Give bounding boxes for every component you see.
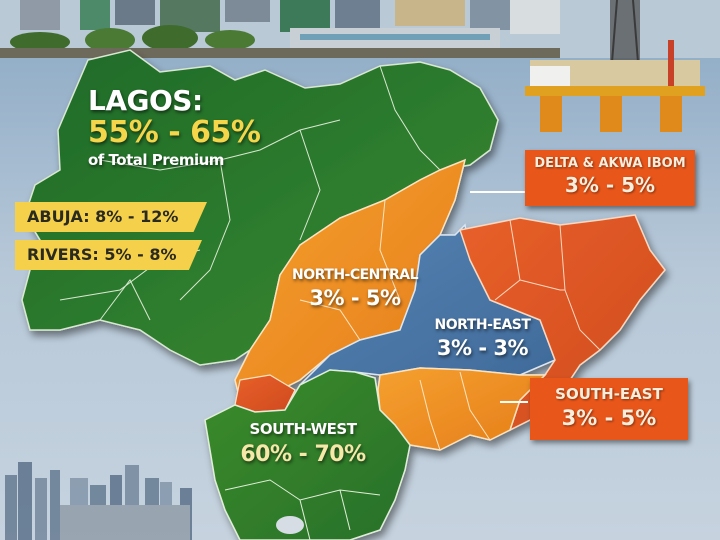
south-west-range: 60% - 70%	[240, 441, 366, 467]
delta-akwa-ibom-range: 3% - 5%	[564, 173, 656, 197]
lagos-title: LAGOS:	[88, 84, 203, 117]
nigeria-map	[21, 49, 666, 540]
south-east-box: SOUTH-EAST 3% - 5%	[530, 378, 688, 440]
north-east-label: NORTH-EAST 3% - 3%	[425, 318, 540, 359]
oil-rig-image	[525, 0, 705, 132]
south-east-range: 3% - 5%	[561, 406, 657, 430]
delta-akwa-ibom-name: DELTA & AKWA IBOM	[534, 156, 686, 171]
north-east-range: 3% - 3%	[436, 335, 529, 360]
south-east-name: SOUTH-EAST	[555, 385, 663, 403]
abuja-tag: ABUJA: 8% - 12%	[15, 202, 207, 232]
north-central-label: NORTH-CENTRAL 3% - 5%	[290, 268, 420, 309]
top-skyline-image	[0, 0, 720, 58]
south-west-name: SOUTH-WEST	[249, 420, 357, 438]
south-west-label: SOUTH-WEST 60% - 70%	[228, 420, 378, 467]
north-central-range: 3% - 5%	[309, 285, 401, 310]
bottom-skyline-image	[5, 462, 192, 540]
rivers-tag: RIVERS: 5% - 8%	[15, 240, 202, 270]
region-north-east-red	[459, 214, 666, 432]
delta-akwa-ibom-box: DELTA & AKWA IBOM 3% - 5%	[525, 150, 695, 206]
north-east-name: NORTH-EAST	[434, 317, 531, 333]
lagos-range: 55% - 65%	[88, 115, 261, 151]
lagos-subtitle: of Total Premium	[88, 150, 224, 169]
lagos-label: LAGOS: 55% - 65% of Total Premium	[88, 84, 261, 169]
north-central-name: NORTH-CENTRAL	[292, 267, 419, 283]
region-south-west	[204, 369, 411, 540]
